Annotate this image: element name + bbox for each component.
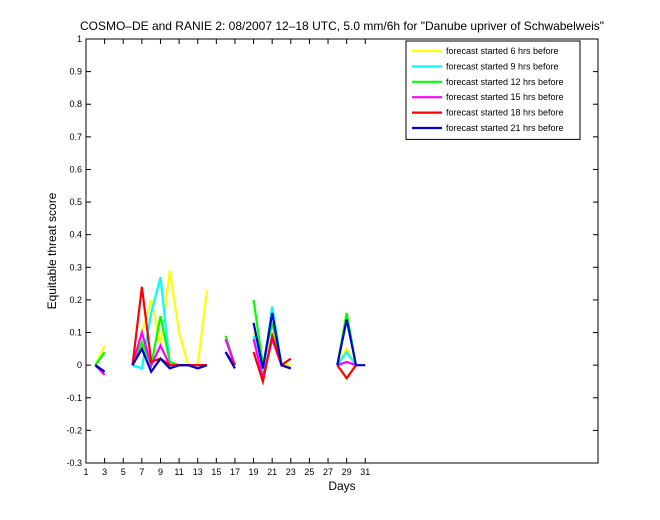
series-5-line-5 — [336, 364, 357, 381]
x-tick-label-0: 1 — [83, 467, 88, 477]
y-tick-label-5: 0.2 — [69, 295, 82, 305]
series-3-line-1 — [94, 351, 106, 366]
y-tick-label-0: -0.3 — [66, 458, 82, 468]
legend-entry-2: forecast started 9 hrs before — [446, 61, 559, 71]
series-6-line-5 — [336, 319, 366, 367]
legend: forecast started 6 hrs before forecast st… — [405, 40, 581, 140]
x-tick-label-3: 7 — [139, 467, 144, 477]
chart-title: COSMO–DE and RANIE 2: 08/2007 12–18 UTC,… — [80, 19, 604, 33]
legend-entry-1: forecast started 6 hrs before — [446, 46, 559, 56]
y-tick-label-8: 0.5 — [69, 197, 82, 207]
legend-entry-5: forecast started 18 hrs before — [446, 108, 564, 118]
x-tick-label-11: 23 — [286, 467, 296, 477]
series-6-line-2 — [131, 346, 208, 374]
series-6-line-3 — [224, 351, 236, 369]
x-tick-label-2: 5 — [121, 467, 126, 477]
x-tick-label-9: 19 — [249, 467, 259, 477]
series-4-line-3 — [224, 338, 236, 366]
series-5-line-4 — [252, 331, 292, 386]
x-tick-label-15: 31 — [360, 467, 370, 477]
axes-box — [85, 38, 599, 464]
x-tick-label-4: 9 — [158, 467, 163, 477]
series-6 — [94, 312, 366, 374]
y-tick-label-13: 1 — [77, 34, 82, 44]
series-6-line-4 — [252, 312, 292, 370]
legend-box — [405, 40, 581, 140]
x-tick-label-6: 13 — [193, 467, 203, 477]
x-tick-label-12: 25 — [304, 467, 314, 477]
y-tick-label-10: 0.7 — [69, 132, 82, 142]
series-2-line-5 — [336, 350, 357, 366]
y-tick-label-7: 0.4 — [69, 230, 82, 240]
axes-layer: -0.3 -0.2 -0.1 0 0.1 0.2 0.3 0.4 0.5 0.6 0.7 0.8 0.9… — [66, 34, 599, 477]
y-tick-label-2: -0.1 — [66, 393, 82, 403]
x-tick-label-14: 29 — [342, 467, 352, 477]
series-6-line-1 — [94, 364, 106, 373]
x-axis-label: Days — [328, 479, 355, 493]
y-axis-label: Equitable threat score — [45, 192, 59, 309]
legend-entry-6: forecast started 21 hrs before — [446, 123, 564, 133]
y-tick-label-9: 0.6 — [69, 164, 82, 174]
y-tick-label-3: 0 — [77, 360, 82, 370]
y-tick-label-1: -0.2 — [66, 425, 82, 435]
x-tick-label-13: 27 — [323, 467, 333, 477]
x-tick-label-7: 15 — [211, 467, 221, 477]
x-tick-label-10: 21 — [267, 467, 277, 477]
x-tick-label-1: 3 — [102, 467, 107, 477]
y-tick-label-4: 0.1 — [69, 328, 82, 338]
series-4-line-5 — [336, 360, 357, 367]
x-tick-label-5: 11 — [174, 467, 183, 477]
series-layer — [94, 270, 366, 386]
y-tick-label-11: 0.8 — [69, 99, 82, 109]
legend-entry-4: forecast started 15 hrs before — [446, 92, 564, 102]
y-tick-label-6: 0.3 — [69, 262, 82, 272]
x-tick-label-8: 17 — [230, 467, 240, 477]
legend-entry-3: forecast started 12 hrs before — [446, 77, 564, 87]
series-5-line-2 — [131, 286, 207, 367]
y-tick-label-12: 0.9 — [69, 67, 82, 77]
